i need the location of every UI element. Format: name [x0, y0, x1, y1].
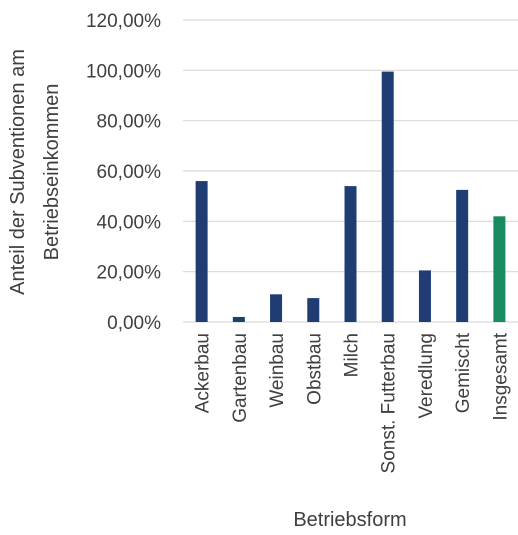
x-tick-label: Obstbau — [304, 333, 325, 405]
bar-veredlung — [418, 270, 431, 322]
y-tick-label: 60,00% — [97, 162, 162, 183]
y-tick-label: 120,00% — [86, 11, 161, 32]
x-axis-title: Betriebsform — [293, 509, 406, 531]
y-tick-label: 20,00% — [97, 263, 162, 284]
x-tick-label: Ackerbau — [193, 333, 214, 413]
x-tick-label: Sonst. Futterbau — [379, 333, 400, 473]
bar-sonst-futterbau — [381, 71, 394, 322]
x-tick-label: Veredlung — [416, 333, 437, 419]
x-tick-label: Insgesamt — [490, 332, 511, 420]
y-axis-tick-labels: 0,00% 20,00% 40,00% 60,00% 80,00% 100,00% 120,… — [86, 11, 161, 334]
x-tick-label: Milch — [342, 333, 363, 377]
bar-obstbau — [307, 298, 320, 322]
bar-gartenbau — [232, 316, 245, 322]
y-tick-label: 40,00% — [97, 212, 162, 233]
bar-milch — [344, 186, 357, 322]
x-tick-label: Gartenbau — [230, 333, 251, 423]
bar-weinbau — [270, 294, 283, 322]
y-tick-label: 80,00% — [97, 112, 162, 133]
bar-ackerbau — [195, 181, 208, 322]
x-tick-label: Gemischt — [453, 332, 474, 413]
x-axis-tick-labels: Ackerbau Gartenbau Weinbau Obstbau Milch Sons… — [193, 332, 512, 473]
bars — [195, 71, 506, 322]
x-tick-label: Weinbau — [267, 333, 288, 408]
y-axis-title-line-1: Anteil der Subventionen am — [7, 49, 29, 295]
y-axis-title-line-2: Betriebseinkommen — [41, 84, 63, 261]
bar-gemischt — [456, 189, 469, 322]
bar-insgesamt — [493, 216, 506, 322]
y-tick-label: 0,00% — [107, 313, 161, 334]
y-tick-label: 100,00% — [86, 61, 161, 82]
